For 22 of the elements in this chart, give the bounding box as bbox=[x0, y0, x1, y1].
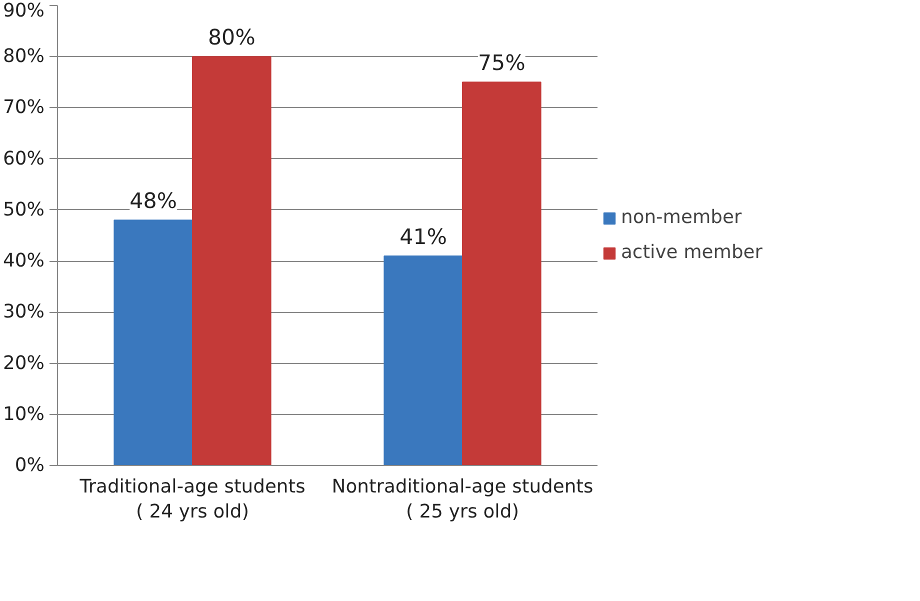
bar bbox=[462, 82, 542, 466]
y-tick-label: 80% bbox=[3, 46, 44, 68]
y-tick-label: 0% bbox=[14, 455, 45, 476]
y-tick-label: 10% bbox=[3, 404, 44, 425]
data-label: 75% bbox=[478, 51, 526, 76]
x-tick-label: Nontraditional-age students ( 25 yrs old) bbox=[332, 476, 594, 523]
y-tick-label: 90% bbox=[3, 0, 44, 22]
data-label: 48% bbox=[130, 189, 178, 214]
bar bbox=[192, 56, 272, 466]
bar bbox=[384, 255, 463, 466]
x-tick-label: Traditional-age students ( 24 yrs old) bbox=[78, 476, 306, 523]
y-tick-label: 60% bbox=[3, 148, 44, 170]
legend-label: active member bbox=[621, 242, 762, 263]
bar bbox=[114, 220, 193, 466]
y-tick-label: 70% bbox=[3, 97, 44, 118]
data-label: 80% bbox=[208, 26, 256, 51]
y-tick-label: 30% bbox=[3, 302, 44, 323]
data-label: 41% bbox=[400, 224, 448, 250]
y-tick-label: 40% bbox=[3, 250, 44, 272]
legend-label: non-member bbox=[621, 207, 742, 228]
y-tick-label: 20% bbox=[3, 352, 44, 374]
y-tick-label: 50% bbox=[3, 199, 44, 220]
